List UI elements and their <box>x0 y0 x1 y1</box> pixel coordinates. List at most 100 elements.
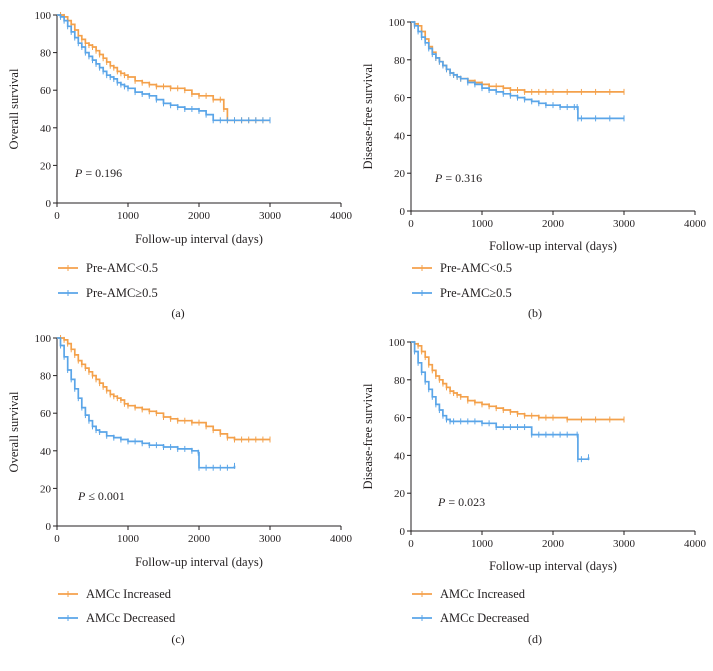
y-tick-label: 0 <box>46 198 52 210</box>
legend-item-blue: AMCc Decreased <box>412 611 530 625</box>
survival-curve <box>411 341 624 421</box>
series-orange <box>411 340 625 423</box>
p-value: P = 0.023 <box>437 495 485 509</box>
legend-item-blue: Pre-AMC≥0.5 <box>412 286 512 300</box>
legend-label: Pre-AMC<0.5 <box>86 261 158 275</box>
series-blue <box>57 337 236 471</box>
y-tick-label: 100 <box>389 337 406 349</box>
x-tick-label: 1000 <box>471 538 494 550</box>
legend-label: AMCc Decreased <box>86 611 176 625</box>
y-tick-label: 80 <box>40 48 52 60</box>
x-tick-label: 3000 <box>259 533 282 545</box>
y-tick-label: 60 <box>394 93 406 105</box>
legend-item-orange: AMCc Increased <box>412 587 526 601</box>
p-value: P = 0.196 <box>74 166 122 180</box>
y-tick-label: 60 <box>40 85 52 97</box>
p-value: P = 0.316 <box>434 171 482 185</box>
y-tick-label: 40 <box>40 123 52 135</box>
y-tick-label: 80 <box>394 55 406 67</box>
panel-caption: (b) <box>528 306 542 320</box>
legend-item-blue: AMCc Decreased <box>58 611 176 625</box>
y-tick-label: 100 <box>35 10 52 22</box>
survival-curve <box>411 341 590 461</box>
y-tick-label: 60 <box>40 408 52 420</box>
panel-caption: (a) <box>171 306 184 320</box>
p-value-text: = 0.316 <box>442 171 482 185</box>
x-tick-label: 4000 <box>330 533 353 545</box>
y-tick-label: 100 <box>389 17 406 29</box>
legend-label: AMCc Decreased <box>440 611 530 625</box>
survival-curve <box>57 14 270 122</box>
p-value-letter: P <box>74 166 83 180</box>
x-tick-label: 0 <box>408 538 414 550</box>
x-axis-label: Follow-up interval (days) <box>135 232 263 246</box>
legend-item-orange: Pre-AMC<0.5 <box>58 261 158 275</box>
y-tick-label: 100 <box>35 333 52 345</box>
legend-label: AMCc Increased <box>86 587 172 601</box>
x-tick-label: 0 <box>408 218 414 230</box>
x-tick-label: 3000 <box>259 210 282 222</box>
y-axis-label: Disease-free survival <box>361 383 375 489</box>
p-value-text: = 0.196 <box>82 166 122 180</box>
legend-item-orange: AMCc Increased <box>58 587 172 601</box>
x-tick-label: 0 <box>54 533 60 545</box>
legend-label: Pre-AMC≥0.5 <box>86 286 158 300</box>
x-tick-label: 1000 <box>471 218 494 230</box>
x-tick-label: 4000 <box>330 210 353 222</box>
y-tick-label: 20 <box>40 160 52 172</box>
x-tick-label: 1000 <box>117 210 140 222</box>
y-tick-label: 20 <box>40 483 52 495</box>
legend-item-blue: Pre-AMC≥0.5 <box>58 286 158 300</box>
series-orange <box>57 12 271 124</box>
survival-curve <box>411 21 624 120</box>
y-tick-label: 80 <box>40 371 52 383</box>
y-axis-label: Disease-free survival <box>361 63 375 169</box>
x-axis-label: Follow-up interval (days) <box>135 555 263 569</box>
series-blue <box>411 21 625 122</box>
x-tick-label: 2000 <box>188 533 211 545</box>
p-value: P ≤ 0.001 <box>77 489 125 503</box>
x-tick-label: 2000 <box>188 210 211 222</box>
x-tick-label: 3000 <box>613 538 636 550</box>
y-tick-label: 0 <box>400 206 406 218</box>
y-tick-label: 60 <box>394 413 406 425</box>
panel-caption: (c) <box>171 632 184 646</box>
panel-caption: (d) <box>528 632 542 646</box>
x-tick-label: 3000 <box>613 218 636 230</box>
y-tick-label: 80 <box>394 375 406 387</box>
p-value-text: = 0.023 <box>445 495 485 509</box>
y-axis-label: Overall survival <box>7 68 21 149</box>
p-value-letter: P <box>434 171 443 185</box>
legend-label: Pre-AMC≥0.5 <box>440 286 512 300</box>
legend-label: Pre-AMC<0.5 <box>440 261 512 275</box>
survival-curve <box>411 21 624 93</box>
x-tick-label: 4000 <box>684 218 707 230</box>
x-tick-label: 2000 <box>542 538 565 550</box>
p-value-letter: P <box>437 495 446 509</box>
legend-item-orange: Pre-AMC<0.5 <box>412 261 512 275</box>
series-orange <box>411 20 625 95</box>
x-tick-label: 2000 <box>542 218 565 230</box>
survival-curve <box>57 337 270 441</box>
survival-curve <box>57 337 236 469</box>
y-tick-label: 0 <box>46 521 52 533</box>
y-tick-label: 20 <box>394 488 406 500</box>
y-tick-label: 0 <box>400 526 406 538</box>
y-tick-label: 40 <box>394 450 406 462</box>
x-axis-label: Follow-up interval (days) <box>489 559 617 573</box>
y-tick-label: 40 <box>40 446 52 458</box>
x-axis-label: Follow-up interval (days) <box>489 239 617 253</box>
p-value-letter: P <box>77 489 86 503</box>
series-orange <box>57 335 271 443</box>
y-tick-label: 20 <box>394 168 406 180</box>
x-tick-label: 4000 <box>684 538 707 550</box>
y-axis-label: Overall survival <box>7 391 21 472</box>
series-blue <box>411 341 590 463</box>
x-tick-label: 0 <box>54 210 60 222</box>
p-value-text: ≤ 0.001 <box>85 489 125 503</box>
